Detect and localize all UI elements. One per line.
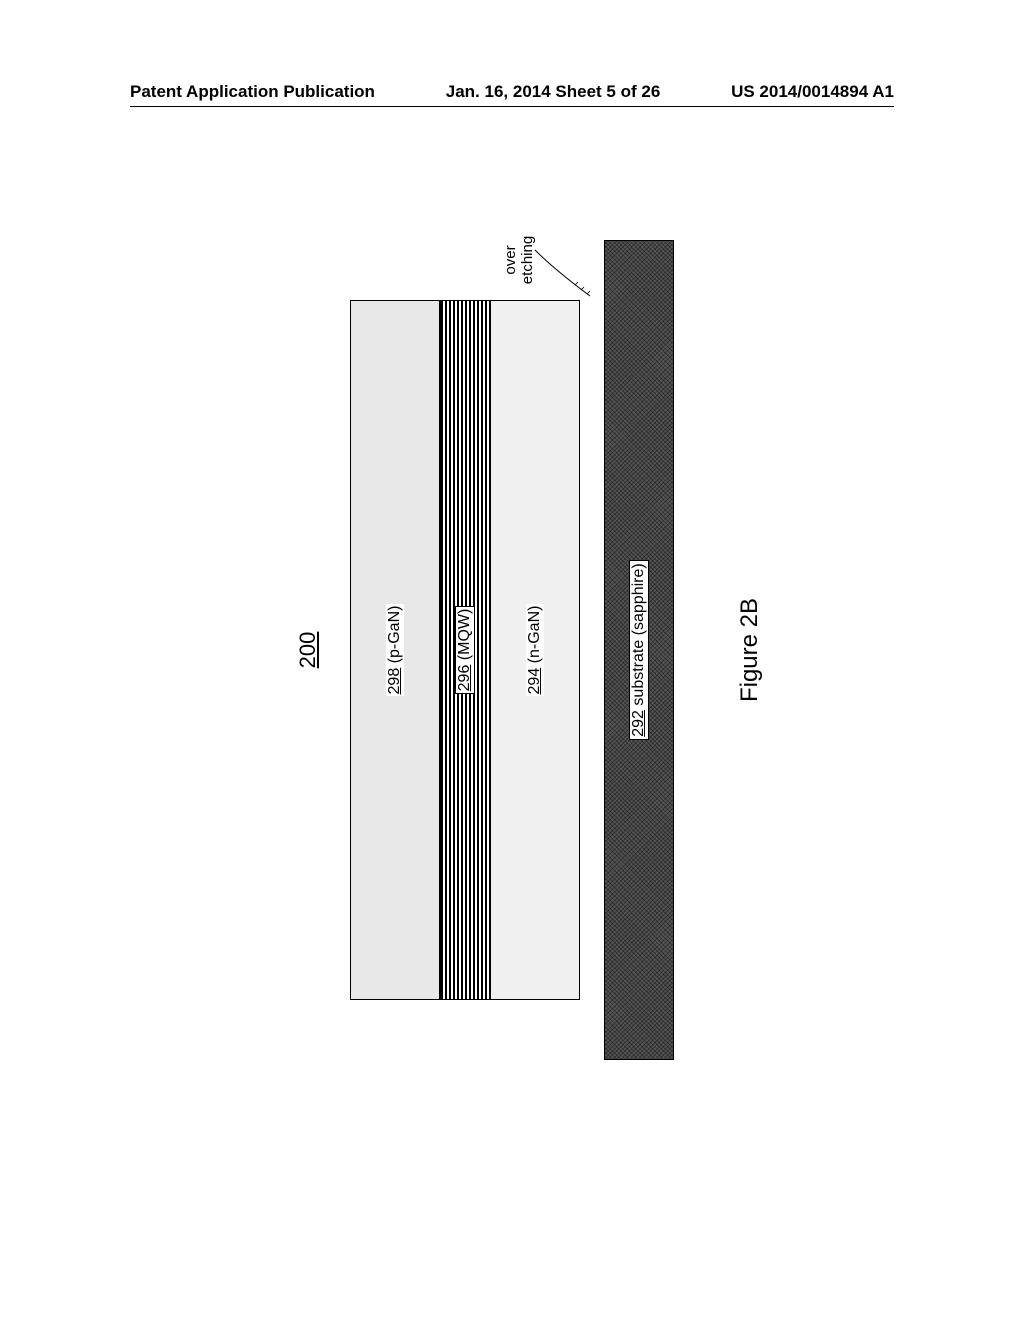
- header-rule: [130, 106, 894, 107]
- layer-n-gan: 294 (n-GaN): [490, 300, 580, 1000]
- layer-substrate: 292 substrate (sapphire): [604, 240, 674, 1060]
- figure-rotated-container: 200 298 (p-GaN) 296 (MQW) 294 (n-GaN): [350, 240, 674, 1060]
- layer-n-gan-name: (n-GaN): [526, 606, 543, 664]
- layer-mqw-label: 296 (MQW): [455, 606, 475, 695]
- header-left: Patent Application Publication: [130, 82, 375, 102]
- figure: 200 298 (p-GaN) 296 (MQW) 294 (n-GaN): [350, 240, 674, 1060]
- layer-mqw-name: (MQW): [456, 609, 473, 661]
- over-etch-label-line1: over: [502, 220, 519, 300]
- over-etch-label-line2: etching: [519, 220, 536, 300]
- layer-mqw-ref: 296: [456, 665, 473, 692]
- layer-n-gan-label: 294 (n-GaN): [526, 604, 544, 697]
- over-etch-label: over etching: [502, 220, 536, 300]
- layer-n-gan-ref: 294: [526, 668, 543, 695]
- page-header: Patent Application Publication Jan. 16, …: [0, 82, 1024, 102]
- header-center: Jan. 16, 2014 Sheet 5 of 26: [446, 82, 661, 102]
- header-right: US 2014/0014894 A1: [731, 82, 894, 102]
- layer-p-gan: 298 (p-GaN): [350, 300, 440, 1000]
- layer-p-gan-name: (p-GaN): [386, 606, 403, 664]
- layer-substrate-label: 292 substrate (sapphire): [629, 560, 649, 739]
- layer-p-gan-label: 298 (p-GaN): [386, 604, 404, 697]
- layer-stack: 298 (p-GaN) 296 (MQW) 294 (n-GaN): [350, 240, 674, 1060]
- layer-substrate-name: substrate (sapphire): [630, 563, 647, 705]
- layer-substrate-ref: 292: [630, 710, 647, 737]
- layer-mqw: 296 (MQW): [440, 300, 490, 1000]
- figure-caption: Figure 2B: [736, 598, 764, 702]
- layer-p-gan-ref: 298: [386, 668, 403, 695]
- figure-ref-number: 200: [295, 632, 321, 669]
